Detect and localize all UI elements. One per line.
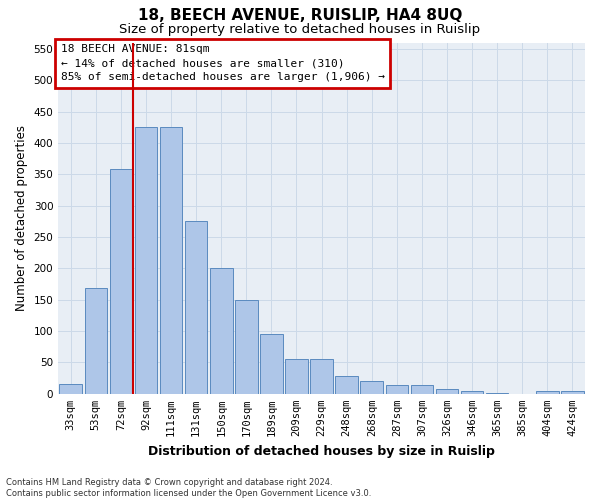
Bar bbox=[561, 390, 584, 394]
Bar bbox=[134, 127, 157, 394]
Bar bbox=[436, 390, 458, 394]
Bar bbox=[310, 360, 333, 394]
X-axis label: Distribution of detached houses by size in Ruislip: Distribution of detached houses by size … bbox=[148, 444, 495, 458]
Bar bbox=[185, 222, 208, 394]
Bar bbox=[410, 385, 433, 394]
Text: Size of property relative to detached houses in Ruislip: Size of property relative to detached ho… bbox=[119, 22, 481, 36]
Bar bbox=[536, 390, 559, 394]
Bar bbox=[461, 390, 484, 394]
Bar bbox=[59, 384, 82, 394]
Text: Contains HM Land Registry data © Crown copyright and database right 2024.
Contai: Contains HM Land Registry data © Crown c… bbox=[6, 478, 371, 498]
Bar bbox=[85, 288, 107, 394]
Bar bbox=[486, 392, 508, 394]
Bar bbox=[160, 127, 182, 394]
Bar bbox=[110, 169, 132, 394]
Bar bbox=[386, 385, 408, 394]
Bar bbox=[335, 376, 358, 394]
Bar bbox=[210, 268, 233, 394]
Y-axis label: Number of detached properties: Number of detached properties bbox=[15, 125, 28, 311]
Bar bbox=[285, 360, 308, 394]
Text: 18 BEECH AVENUE: 81sqm
← 14% of detached houses are smaller (310)
85% of semi-de: 18 BEECH AVENUE: 81sqm ← 14% of detached… bbox=[61, 44, 385, 82]
Bar bbox=[361, 380, 383, 394]
Text: 18, BEECH AVENUE, RUISLIP, HA4 8UQ: 18, BEECH AVENUE, RUISLIP, HA4 8UQ bbox=[138, 8, 462, 22]
Bar bbox=[235, 300, 257, 394]
Bar bbox=[260, 334, 283, 394]
